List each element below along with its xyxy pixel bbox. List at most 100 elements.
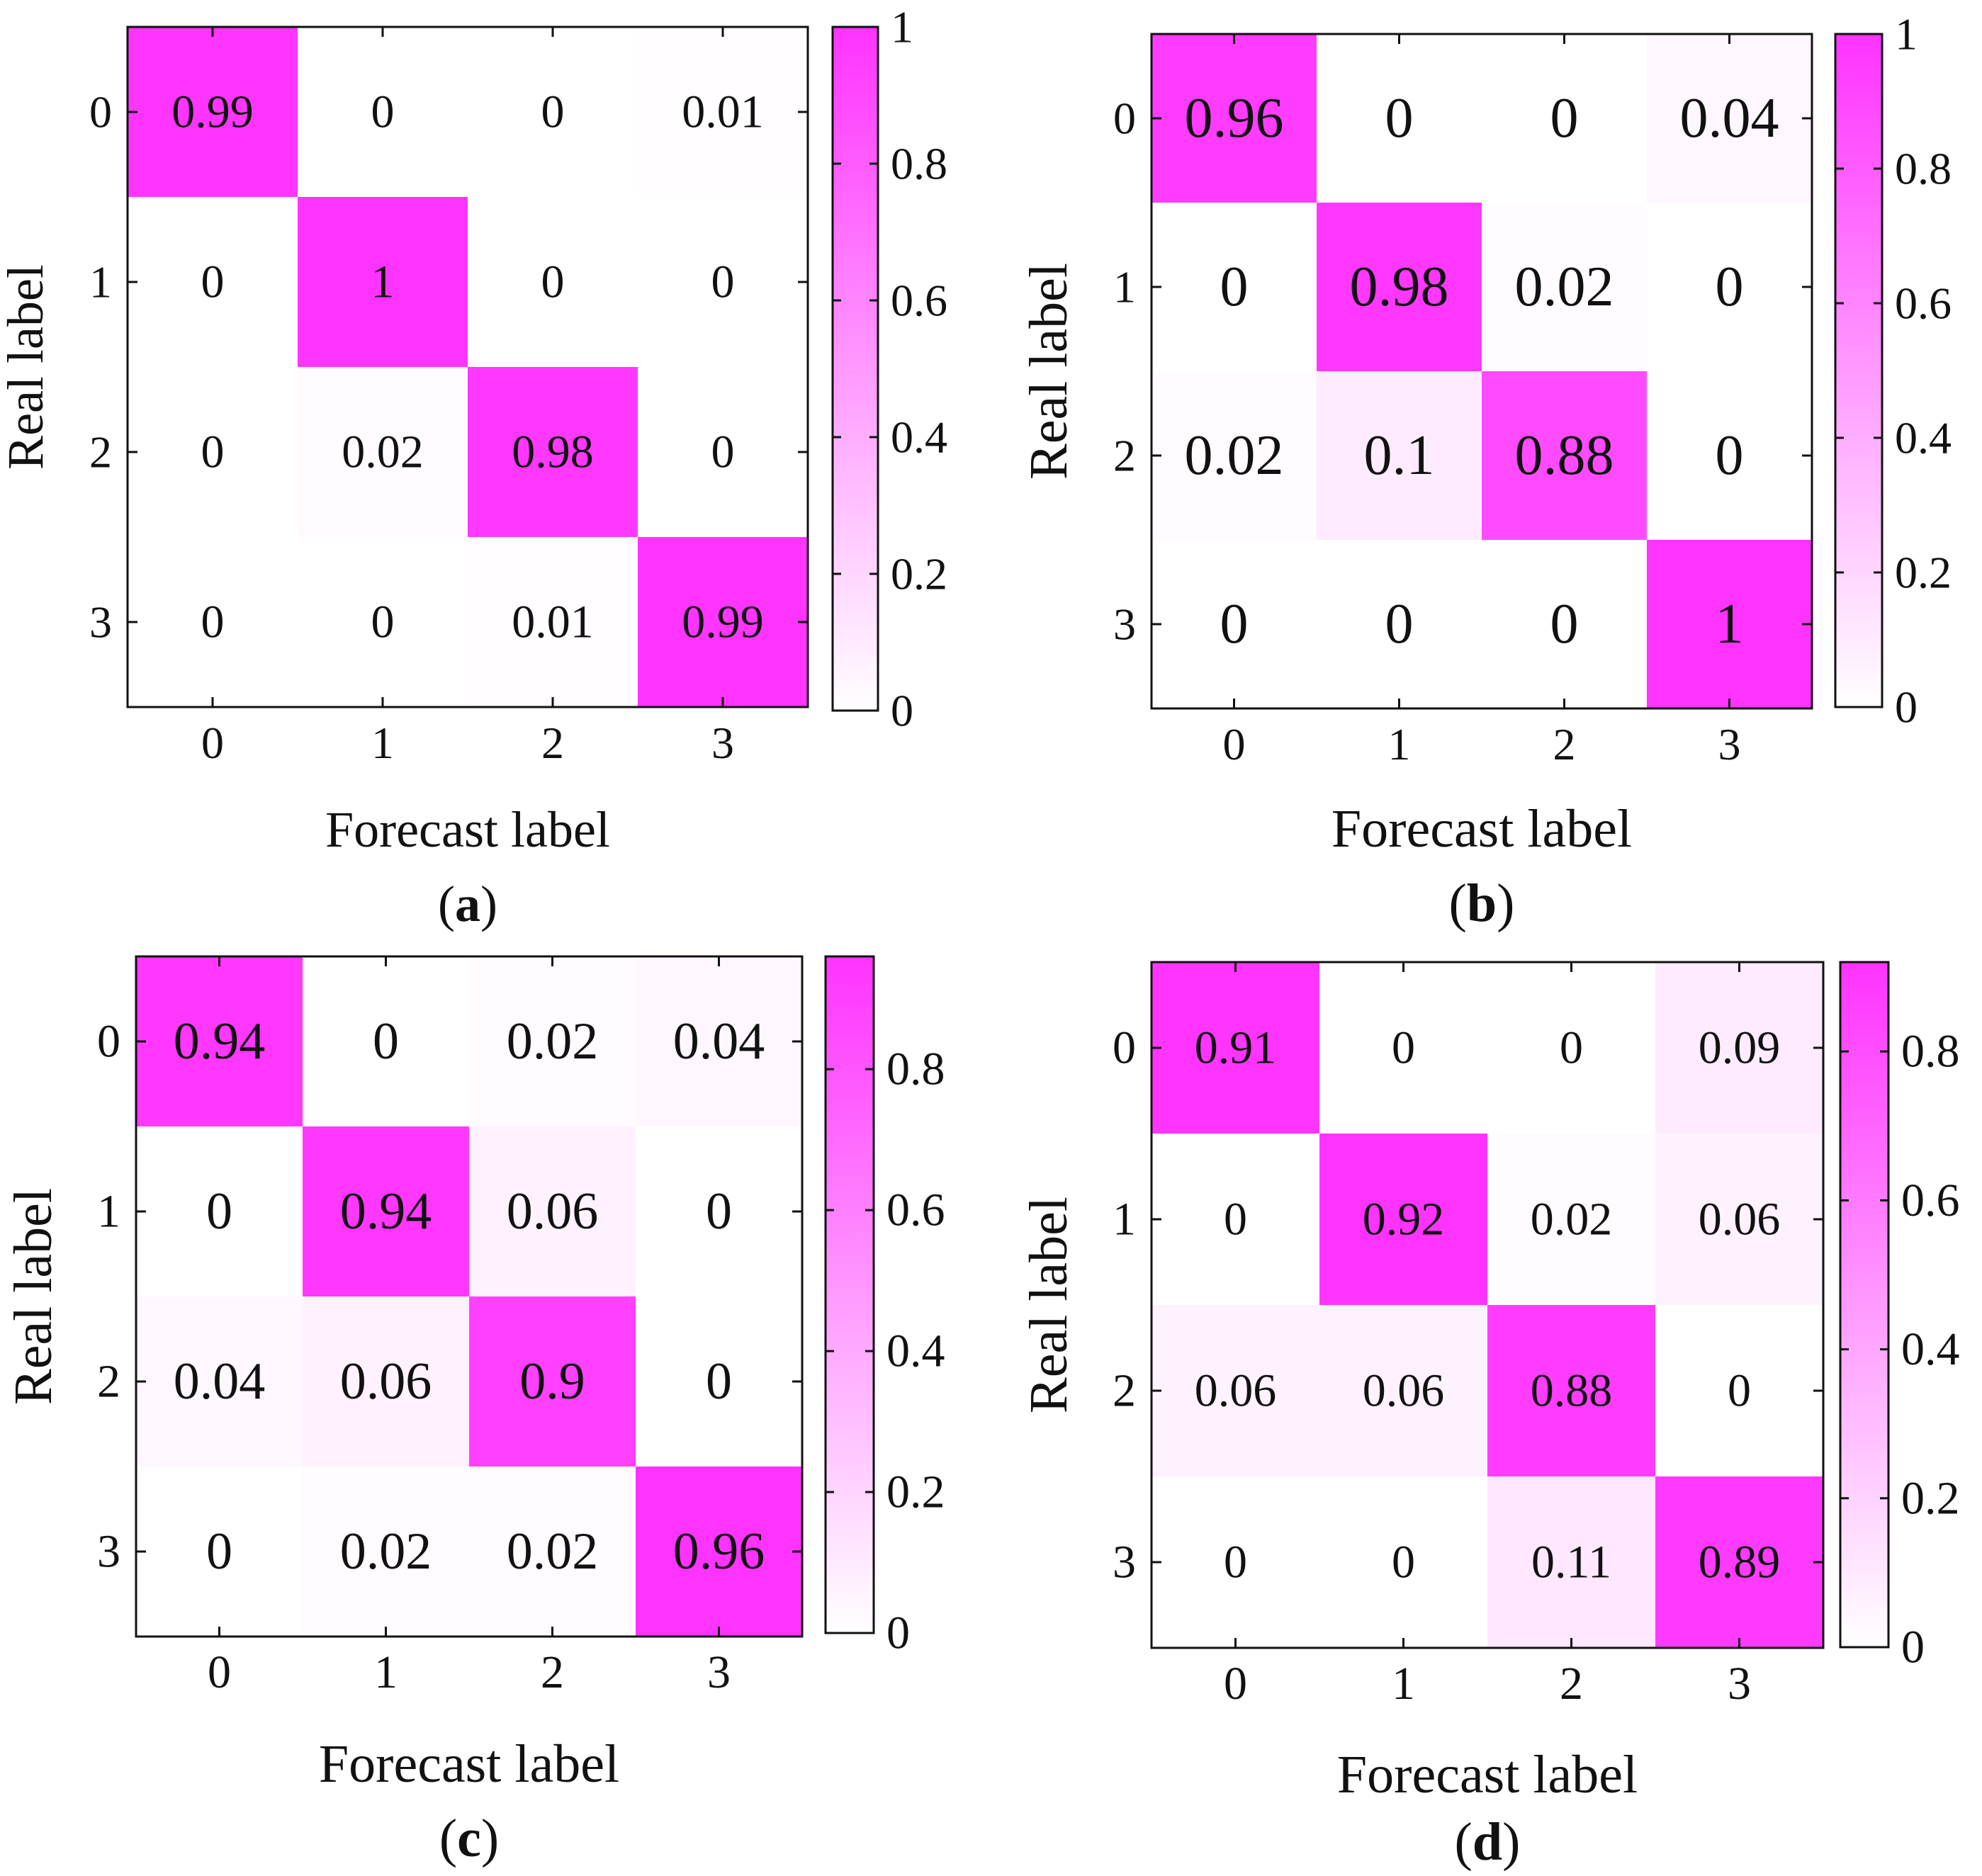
heatmap-cell [1152, 540, 1317, 708]
cell-value-label: 0 [706, 1182, 732, 1241]
y-axis-title: Real label [1019, 263, 1079, 480]
panel-caption: (c) [439, 1809, 499, 1868]
caption-close-paren: ) [481, 1809, 499, 1868]
y-tick-label: 3 [89, 597, 112, 648]
caption-letter: c [457, 1809, 481, 1868]
x-tick-label: 3 [711, 718, 734, 768]
heatmap-cell [1482, 203, 1647, 371]
cell-value-label: 0 [1392, 1537, 1415, 1588]
cell-value-label: 0.01 [512, 597, 594, 648]
heatmap-cell [298, 27, 468, 197]
x-tick-label: 2 [541, 718, 564, 768]
y-tick-label: 1 [1113, 1194, 1136, 1245]
heatmap-cell [1319, 1134, 1487, 1305]
colorbar [824, 955, 875, 1634]
heatmap-cell [136, 1126, 303, 1296]
heatmap-cell [1647, 371, 1812, 540]
panel-d: 0.91 0 0 0.09 0 0.92 0.02 0.06 0.06 0.06 0.88 0 0 0 0.… [1019, 961, 1960, 1872]
cell-value-label: 0 [1716, 256, 1744, 318]
cell-value-label: 0 [1392, 1022, 1415, 1074]
heatmap-cell [1487, 1476, 1655, 1648]
cell-value-label: 0 [201, 597, 225, 648]
y-tick-label: 1 [97, 1186, 120, 1238]
cell-value-label: 0.94 [340, 1182, 432, 1241]
x-axis-title: Forecast label [325, 801, 610, 858]
cell-value-label: 0 [201, 426, 225, 478]
caption-close-paren: ) [1502, 1812, 1520, 1872]
colorbar-tick-label: 0 [886, 1607, 910, 1659]
y-tick-label: 2 [97, 1356, 120, 1408]
heatmap-cell [1152, 1476, 1319, 1648]
heatmap-cell [128, 27, 298, 197]
heatmap-cell [1152, 203, 1317, 371]
caption-open-paren: ( [1449, 874, 1467, 933]
cell-value-label: 0.99 [171, 86, 254, 138]
heatmap-cell [1482, 34, 1647, 203]
heatmap-cell [298, 367, 468, 537]
heatmap-cell [636, 1296, 802, 1467]
cell-value-label: 0 [1224, 1194, 1247, 1245]
heatmap-cell [1319, 1476, 1487, 1648]
cell-value-label: 0 [541, 256, 565, 308]
heatmap-cell [638, 537, 808, 707]
heatmap-cell [136, 1296, 303, 1467]
panel-caption: (b) [1449, 874, 1515, 933]
x-tick-label: 2 [541, 1646, 564, 1698]
x-tick-label: 3 [1718, 719, 1741, 769]
heatmap-cell [128, 197, 298, 367]
x-tick-label: 3 [707, 1646, 731, 1698]
heatmap-cell [1487, 1134, 1655, 1305]
heatmap-cell [303, 1296, 469, 1467]
heatmap-cell [1152, 1305, 1319, 1476]
colorbar-tick-label: 0.2 [1901, 1472, 1960, 1524]
y-axis-title: Real label [4, 1188, 63, 1405]
heatmap-cell [469, 1126, 636, 1296]
heatmap-cell [468, 27, 638, 197]
cell-value-label: 0.06 [1363, 1365, 1445, 1417]
colorbar [1834, 33, 1884, 708]
heatmap-cell [303, 956, 469, 1126]
cell-value-label: 0 [373, 1012, 399, 1070]
cell-value-label: 1 [1716, 593, 1744, 655]
cell-value-label: 0.91 [1195, 1022, 1277, 1074]
x-tick-label: 1 [374, 1646, 398, 1698]
cell-value-label: 0.88 [1531, 1365, 1613, 1417]
cell-value-label: 0.04 [174, 1352, 266, 1411]
heatmap-cell [638, 367, 808, 537]
cell-value-label: 0.92 [1363, 1194, 1445, 1245]
cell-value-label: 0.02 [342, 426, 424, 478]
cell-value-label: 0 [201, 256, 225, 308]
y-tick-label: 2 [1113, 431, 1136, 481]
heatmap-cell [1317, 203, 1482, 371]
cell-value-label: 0.96 [673, 1522, 765, 1581]
x-axis-title: Forecast label [1331, 799, 1632, 859]
colorbar [1839, 961, 1890, 1649]
colorbar-tick-label: 1 [1895, 9, 1918, 60]
heatmap-cell [638, 27, 808, 197]
x-tick-label: 3 [1728, 1658, 1751, 1710]
heatmap-cell [1319, 1305, 1487, 1476]
colorbar-tick-label: 0.6 [891, 276, 947, 326]
colorbar-tick-label: 0.4 [886, 1326, 945, 1377]
y-axis-title: Real label [0, 264, 54, 470]
cell-value-label: 0.98 [512, 426, 594, 478]
x-tick-label: 0 [1224, 1658, 1247, 1710]
x-tick-label: 0 [208, 1646, 231, 1698]
cell-value-label: 0.06 [507, 1182, 599, 1241]
caption-letter: b [1467, 874, 1497, 933]
panel-caption: (d) [1455, 1812, 1521, 1872]
heatmap-cell [638, 197, 808, 367]
heatmap-cell [636, 1467, 802, 1637]
y-tick-label: 3 [97, 1526, 120, 1578]
heatmap-cell [298, 197, 468, 367]
y-tick-label: 3 [1113, 1537, 1136, 1588]
heatmap-cell [469, 1467, 636, 1637]
heatmap-cell [1152, 1134, 1319, 1305]
heatmap-cell [468, 197, 638, 367]
heatmap-cell [636, 1126, 802, 1296]
cell-value-label: 0 [371, 86, 395, 138]
x-axis-title: Forecast label [319, 1734, 619, 1794]
plot-frame [126, 26, 809, 708]
x-tick-label: 2 [1553, 719, 1576, 769]
